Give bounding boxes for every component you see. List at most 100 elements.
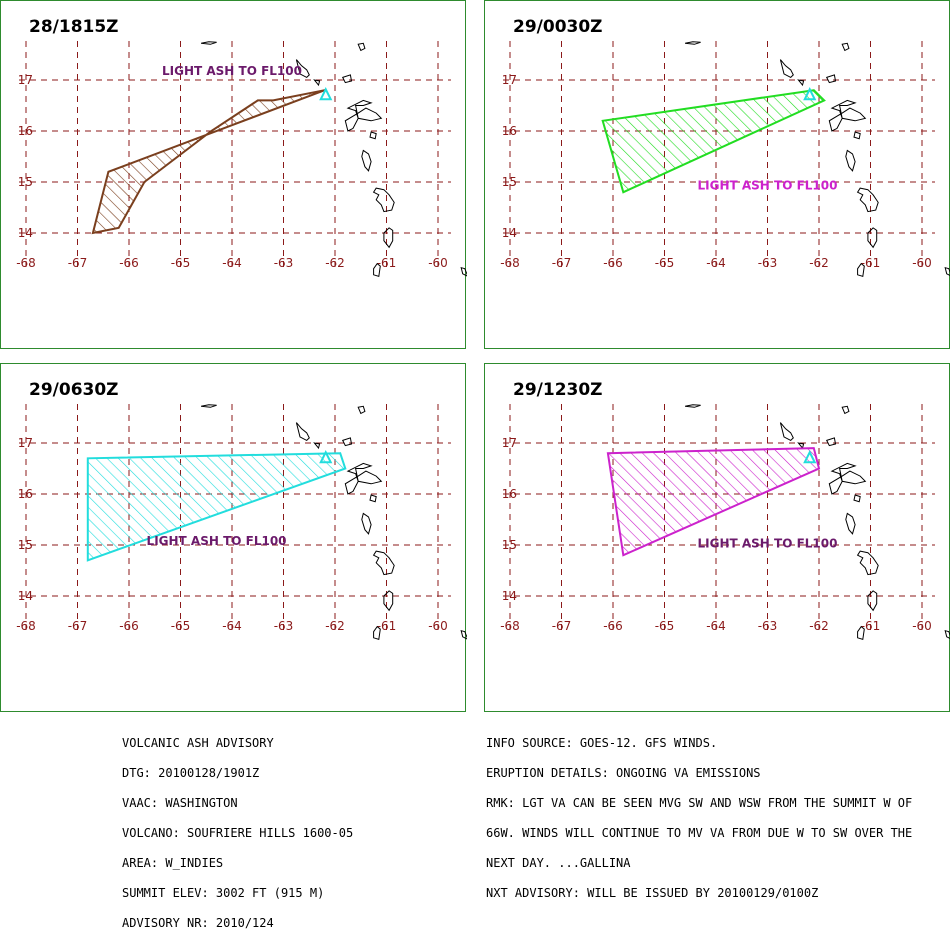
lat-tick-label: 15 bbox=[18, 175, 33, 189]
lon-tick-label: -61 bbox=[861, 256, 881, 270]
island-barbuda bbox=[357, 405, 366, 415]
island-saba bbox=[779, 59, 794, 79]
island-grenadines bbox=[944, 266, 950, 277]
lon-tick-label: -66 bbox=[119, 256, 139, 270]
island-dominica bbox=[845, 512, 856, 535]
island-martinique bbox=[856, 550, 879, 576]
lon-tick-label: -65 bbox=[655, 256, 675, 270]
island-anguilla bbox=[685, 41, 701, 45]
panel-time: 29/0030Z bbox=[513, 17, 603, 37]
island-guadeloupe bbox=[828, 462, 867, 495]
lon-tick-label: -64 bbox=[222, 619, 242, 633]
advisory-line: DTG: 20100128/1901Z bbox=[122, 766, 260, 780]
lon-tick-label: -68 bbox=[16, 256, 36, 270]
island-nevis bbox=[313, 442, 321, 450]
lon-tick-label: -65 bbox=[171, 619, 191, 633]
lon-tick-label: -60 bbox=[912, 256, 932, 270]
lon-tick-label: -66 bbox=[119, 619, 139, 633]
island-nevis bbox=[797, 442, 805, 450]
lon-tick-label: -68 bbox=[500, 619, 520, 633]
panel-time: 28/1815Z bbox=[29, 17, 119, 37]
lon-tick-label: -64 bbox=[706, 256, 726, 270]
island-dominica bbox=[361, 149, 372, 172]
island-saba bbox=[295, 422, 310, 442]
lon-tick-label: -66 bbox=[603, 256, 623, 270]
island-martinique bbox=[856, 187, 879, 213]
island-barbuda bbox=[841, 42, 850, 52]
lon-tick-label: -64 bbox=[706, 619, 726, 633]
lat-tick-label: 15 bbox=[502, 175, 517, 189]
volcano-vent-icon bbox=[803, 450, 817, 464]
lon-tick-label: -68 bbox=[500, 256, 520, 270]
lat-tick-label: 14 bbox=[502, 226, 517, 240]
lat-tick-label: 14 bbox=[18, 226, 33, 240]
island-anguilla bbox=[685, 404, 701, 408]
island-dominica bbox=[361, 512, 372, 535]
island-st-lucia bbox=[383, 590, 394, 612]
island-antigua bbox=[825, 437, 837, 447]
island-st-vincent bbox=[857, 625, 865, 641]
lon-tick-label: -63 bbox=[758, 619, 778, 633]
island-antigua bbox=[341, 74, 353, 84]
volcano-vent-icon bbox=[319, 450, 333, 464]
lon-tick-label: -63 bbox=[274, 619, 294, 633]
lat-tick-label: 15 bbox=[18, 538, 33, 552]
ash-cloud-polygon bbox=[606, 447, 821, 557]
lon-tick-label: -67 bbox=[68, 619, 88, 633]
advisory-line: SUMMIT ELEV: 3002 FT (915 M) bbox=[122, 886, 325, 900]
island-guadeloupe bbox=[344, 462, 383, 495]
lon-tick-label: -62 bbox=[325, 619, 345, 633]
lat-tick-label: 17 bbox=[502, 436, 517, 450]
island-barbuda bbox=[357, 42, 366, 52]
panel-1: 28/1815Z -68 -67 -66 -65 -64 -63 -62 -61 -60 14 15… bbox=[0, 0, 467, 349]
lon-tick-label: -60 bbox=[912, 619, 932, 633]
island-anguilla bbox=[201, 404, 217, 408]
lat-tick-label: 16 bbox=[502, 487, 517, 501]
island-saba bbox=[779, 422, 794, 442]
advisory-line: INFO SOURCE: GOES-12. GFS WINDS. bbox=[486, 736, 718, 750]
advisory-line: VAAC: WASHINGTON bbox=[122, 796, 238, 810]
lon-tick-label: -61 bbox=[377, 256, 397, 270]
map-3: -68 -67 -66 -65 -64 -63 -62 -61 -60 14 15 16 17 LIGHT… bbox=[16, 404, 467, 641]
island-guadeloupe bbox=[344, 99, 383, 132]
lon-tick-label: -67 bbox=[552, 256, 572, 270]
island-st-vincent bbox=[373, 262, 381, 278]
volcano-vent-icon bbox=[803, 87, 817, 101]
lon-tick-label: -62 bbox=[325, 256, 345, 270]
advisory-line: NEXT DAY. ...GALLINA bbox=[486, 856, 631, 870]
island-dominica bbox=[845, 149, 856, 172]
panel-4: 29/1230Z -68 -67 -66 -65 -64 -63 -62 -61 -60 14 15… bbox=[484, 363, 950, 712]
lon-tick-label: -61 bbox=[861, 619, 881, 633]
lat-tick-label: 17 bbox=[502, 73, 517, 87]
panel-2: 29/0030Z -68 -67 -66 -65 -64 -63 -62 -61 -60 14 15… bbox=[484, 0, 950, 349]
island-marie-galante bbox=[369, 494, 377, 503]
island-st-lucia bbox=[867, 227, 878, 249]
island-nevis bbox=[797, 79, 805, 87]
lat-tick-label: 14 bbox=[18, 589, 33, 603]
island-grenadines bbox=[460, 629, 467, 640]
lon-tick-label: -62 bbox=[809, 619, 829, 633]
lat-tick-label: 17 bbox=[18, 436, 33, 450]
panel-time: 29/0630Z bbox=[29, 380, 119, 400]
island-st-vincent bbox=[373, 625, 381, 641]
lon-tick-label: -65 bbox=[171, 256, 191, 270]
ash-cloud-polygon bbox=[86, 452, 347, 562]
lon-tick-label: -67 bbox=[68, 256, 88, 270]
island-martinique bbox=[372, 550, 395, 576]
map-1: -68 -67 -66 -65 -64 -63 -62 -61 -60 14 15 16 17 LIGHT… bbox=[16, 41, 467, 278]
island-marie-galante bbox=[369, 131, 377, 140]
island-saba bbox=[295, 59, 310, 79]
island-antigua bbox=[825, 74, 837, 84]
advisory-right: INFO SOURCE: GOES-12. GFS WINDS. ERUPTIO… bbox=[486, 718, 912, 908]
lon-tick-label: -63 bbox=[758, 256, 778, 270]
lat-tick-label: 17 bbox=[18, 73, 33, 87]
lon-tick-label: -61 bbox=[377, 619, 397, 633]
ash-label: LIGHT ASH TO FL100 bbox=[698, 179, 838, 193]
island-st-lucia bbox=[867, 590, 878, 612]
advisory-line: VOLCANO: SOUFRIERE HILLS 1600-05 bbox=[122, 826, 354, 840]
island-martinique bbox=[372, 187, 395, 213]
lat-tick-label: 14 bbox=[502, 589, 517, 603]
island-st-lucia bbox=[383, 227, 394, 249]
island-grenadines bbox=[460, 266, 467, 277]
advisory-line: ERUPTION DETAILS: ONGOING VA EMISSIONS bbox=[486, 766, 761, 780]
